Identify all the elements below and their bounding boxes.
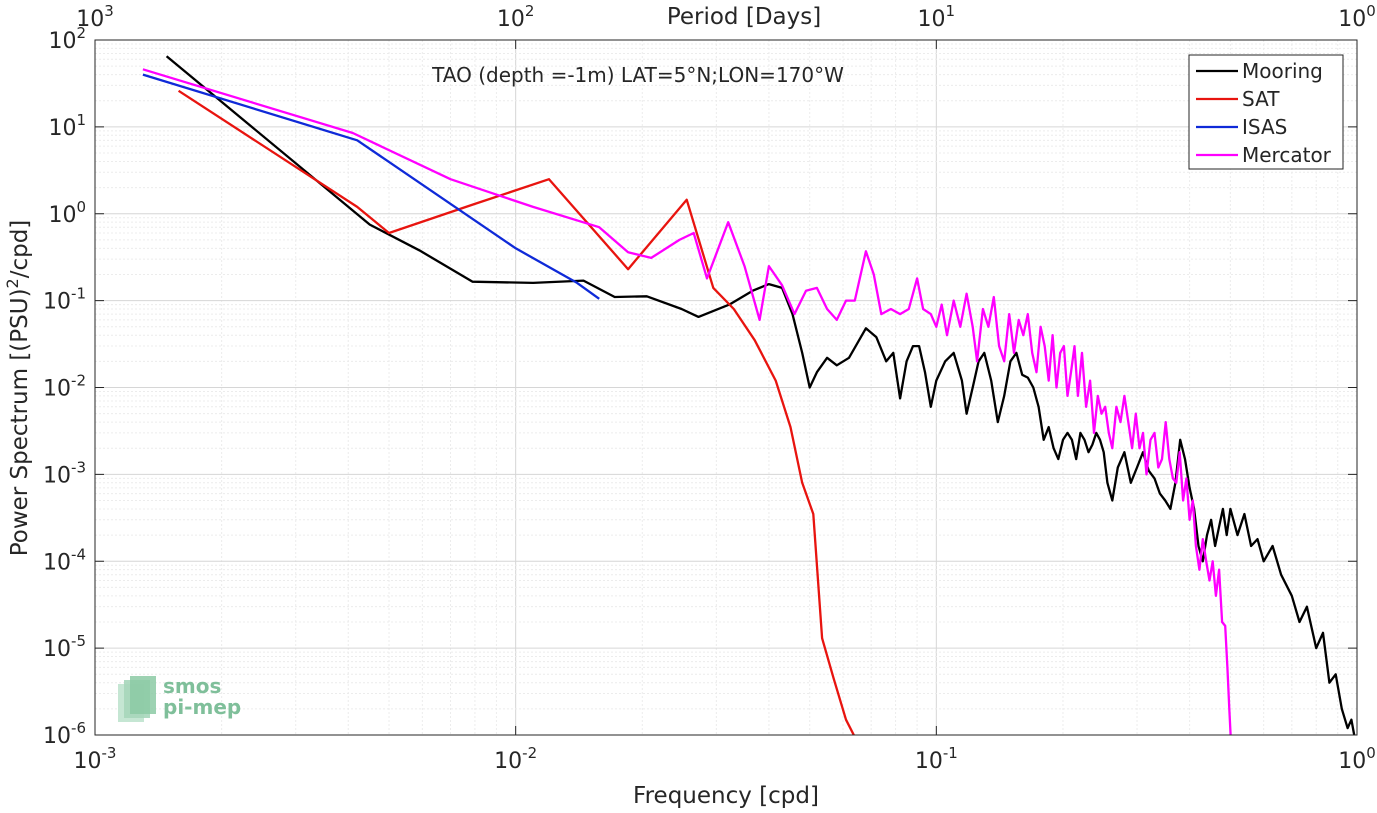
x-tick-labels: 10-3 10-2 10-1 100 xyxy=(74,744,1376,774)
smos-pi-mep-logo: smos pi-mep xyxy=(118,674,241,722)
x-tick-label: 10-2 xyxy=(494,744,537,774)
x-tick-label: 10-3 xyxy=(74,744,117,774)
y-tick-label: 10-5 xyxy=(43,632,86,662)
x-tick-label: 10-1 xyxy=(915,744,958,774)
top-tick-label: 100 xyxy=(1338,2,1376,32)
axis-ticks xyxy=(94,39,1358,736)
y-tick-label: 10-6 xyxy=(43,719,86,749)
top-tick-label: 102 xyxy=(497,2,535,32)
legend-label-sat: SAT xyxy=(1242,87,1280,111)
series-line-isas xyxy=(142,73,600,300)
y-tick-label: 10-4 xyxy=(43,545,86,575)
top-tick-label: 101 xyxy=(918,2,956,32)
series-line-sat xyxy=(177,89,856,735)
legend-label-mooring: Mooring xyxy=(1242,59,1323,83)
x-axis-label: Frequency [cpd] xyxy=(633,783,819,809)
y-tick-label: 10-3 xyxy=(43,458,86,488)
series-line-mercator xyxy=(142,68,1232,735)
logo-line2: pi-mep xyxy=(163,695,241,719)
y-axis-label: Power Spectrum [(PSU)2/cpd] xyxy=(3,220,33,557)
legend-label-isas: ISAS xyxy=(1242,115,1287,139)
y-tick-labels: 10-6 10-5 10-4 10-3 10-2 10-1 100 101 102 xyxy=(43,24,86,749)
y-tick-label: 102 xyxy=(48,24,86,54)
top-axis-label: Period [Days] xyxy=(667,4,821,30)
y-tick-label: 101 xyxy=(48,111,86,141)
y-tick-label: 10-2 xyxy=(43,372,86,402)
series-lines xyxy=(142,55,1356,735)
y-tick-label: 100 xyxy=(48,198,86,228)
legend-box xyxy=(1188,54,1344,170)
logo-mark-front xyxy=(130,676,156,714)
grid-lines xyxy=(95,40,1357,735)
series-line-mooring xyxy=(165,55,1356,735)
chart-title: TAO (depth =-1m) LAT=5°N;LON=170°W xyxy=(431,63,844,87)
top-tick-labels: 103 102 101 100 xyxy=(76,2,1376,32)
legend-label-mercator: Mercator xyxy=(1242,143,1332,167)
logo-line1: smos xyxy=(163,674,221,698)
top-tick-label: 103 xyxy=(76,2,114,32)
x-tick-label: 100 xyxy=(1338,744,1376,774)
y-tick-label: 10-1 xyxy=(43,285,86,315)
legend: Mooring SAT ISAS Mercator xyxy=(1188,54,1344,170)
